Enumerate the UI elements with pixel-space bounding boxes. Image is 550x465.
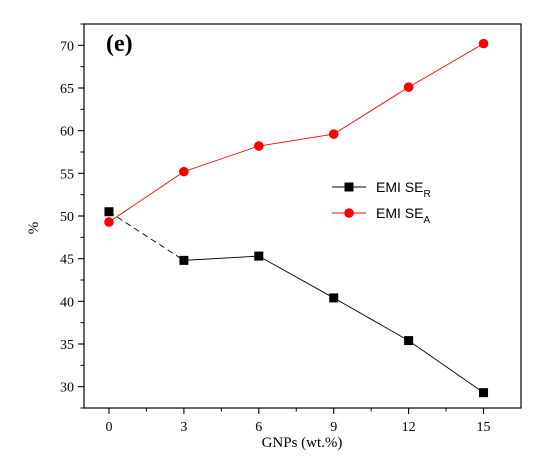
legend-item: EMI SER <box>332 179 431 200</box>
panel-label: (e) <box>106 31 133 57</box>
series-line-segment <box>183 255 259 261</box>
data-point <box>254 251 264 261</box>
legend-item: EMI SEA <box>332 205 430 226</box>
data-point <box>253 141 264 151</box>
x-tick-label: 3 <box>180 420 187 435</box>
y-tick-label: 70 <box>60 39 74 54</box>
y-tick-label: 45 <box>60 253 74 268</box>
y-tick-label: 60 <box>60 125 74 140</box>
series-line-segment <box>108 211 185 261</box>
y-tick-label: 55 <box>60 167 74 182</box>
legend-label: EMI SEA <box>376 205 430 226</box>
series-line-segment <box>408 43 484 88</box>
x-tick-label: 9 <box>330 420 337 435</box>
data-point <box>479 388 489 398</box>
data-point <box>328 129 339 139</box>
y-axis-title: % <box>26 222 42 235</box>
y-tick-label: 35 <box>60 338 74 353</box>
x-tick-label: 0 <box>105 420 112 435</box>
legend-label: EMI SER <box>376 179 431 200</box>
plot-frame <box>83 23 522 409</box>
legend-label-main: EMI SE <box>376 205 423 221</box>
x-tick-label: 6 <box>255 420 262 435</box>
data-point <box>179 255 189 265</box>
data-point <box>104 217 114 227</box>
series-line-segment <box>333 297 409 341</box>
data-point <box>329 293 339 303</box>
series-a <box>104 38 489 227</box>
legend-label-subscript: A <box>423 215 430 226</box>
series-line-segment <box>183 145 259 173</box>
data-point <box>403 82 414 92</box>
series-r <box>104 207 489 398</box>
axis-ticks <box>78 23 485 414</box>
legend-marker <box>344 182 354 192</box>
legend-label-main: EMI SE <box>376 179 423 195</box>
series-line-segment <box>108 171 185 223</box>
legend-marker <box>344 208 354 218</box>
series-line-segment <box>258 133 334 147</box>
series-line-segment <box>408 340 484 394</box>
data-point <box>179 166 189 177</box>
x-tick-label: 12 <box>402 420 416 435</box>
y-tick-label: 65 <box>60 82 74 97</box>
data-point <box>104 207 114 217</box>
series-line-segment <box>258 255 334 299</box>
series-layer <box>104 38 489 398</box>
y-tick-label: 40 <box>60 295 74 310</box>
x-tick-label: 15 <box>477 420 491 435</box>
legend-label-subscript: R <box>423 189 430 200</box>
data-point <box>404 336 414 346</box>
series-line-segment <box>333 86 409 135</box>
x-axis-title: GNPs (wt.%) <box>262 435 343 451</box>
data-point <box>478 38 489 49</box>
y-tick-label: 30 <box>60 381 74 396</box>
y-tick-label: 50 <box>60 210 74 225</box>
axis-tick-labels: 0 3 6 9 12 15 30 35 40 45 50 55 60 65 70 <box>60 39 491 435</box>
